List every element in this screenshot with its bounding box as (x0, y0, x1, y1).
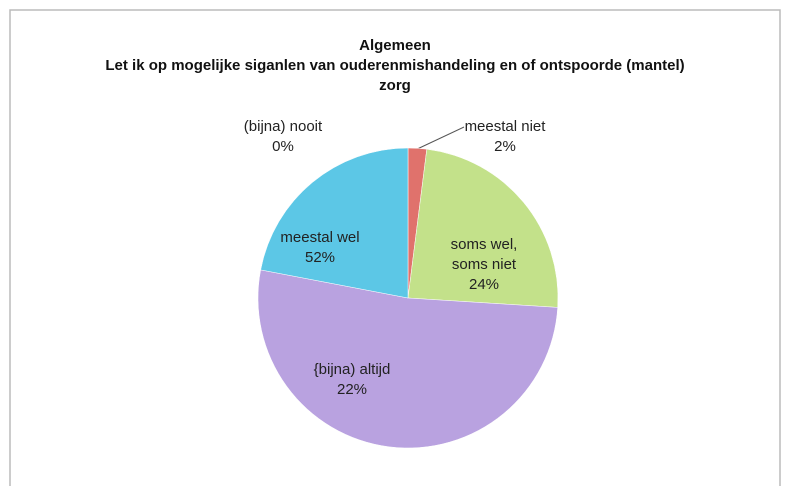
slice-name: meestal wel (280, 229, 360, 246)
slice-label: soms wel, soms niet 24% (434, 235, 534, 295)
slice-label: {bijna) altijd 22% (292, 360, 412, 400)
slice-name: soms wel, soms niet (450, 236, 518, 273)
chart-subtitle: Let ik op mogelijke siganlen van ouderen… (105, 57, 685, 94)
slice-label: meestal niet 2% (440, 117, 570, 157)
slice-value: 22% (336, 381, 368, 398)
slice-value: 52% (304, 249, 336, 266)
leader-line (412, 126, 465, 152)
slice-name: {bijna) altijd (313, 361, 391, 378)
chart-title: Algemeen (359, 37, 431, 54)
slice-value: 2% (494, 138, 516, 155)
pie-slice (407, 148, 559, 308)
slice-name: (bijna) nooit (243, 118, 323, 135)
slice-name: meestal niet (464, 118, 546, 135)
slice-label: meestal wel 52% (260, 228, 380, 268)
slice-label: (bijna) nooit 0% (218, 117, 348, 157)
slice-value: 0% (272, 138, 294, 155)
pie-slice (257, 269, 558, 449)
pie-slice (260, 147, 409, 299)
slice-value: 24% (468, 276, 500, 293)
